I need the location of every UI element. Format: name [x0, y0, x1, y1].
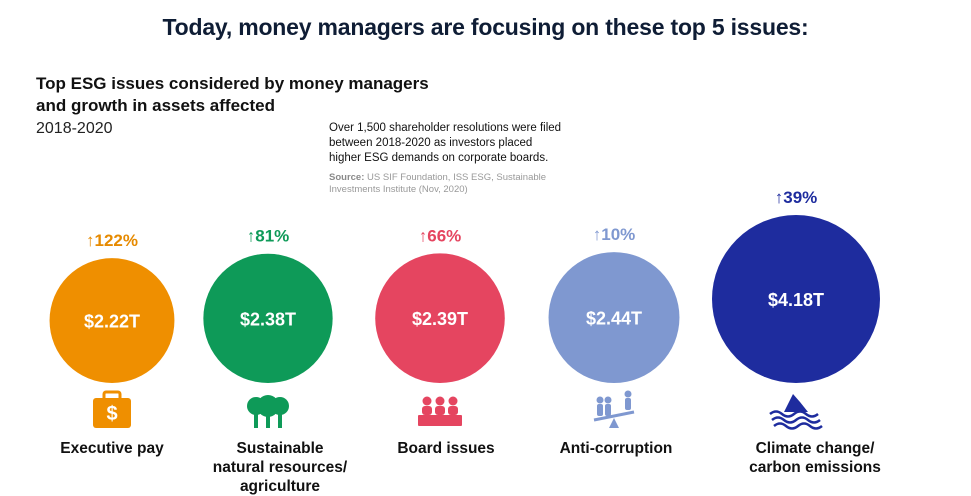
- dollar-glyph: $: [106, 403, 117, 425]
- bubble-anti-corruption: [548, 252, 680, 383]
- bubble-sustainable-natural-resources-agriculture: [203, 253, 333, 383]
- category-label-line: Anti-corruption: [559, 440, 673, 457]
- growth-label-executive-pay: ↑122%: [86, 231, 138, 250]
- person-head: [596, 396, 604, 404]
- wave-line: [773, 422, 823, 430]
- period-label: 2018-2020: [36, 120, 113, 137]
- value-label-executive-pay: $2.22T: [84, 312, 140, 332]
- category-label-sustainable-resources: Sustainable natural resources/ agricultu…: [180, 439, 380, 496]
- subtitle-line-2: and growth in assets affected: [36, 96, 275, 115]
- chart-subtitle: Top ESG issues considered by money manag…: [36, 73, 476, 117]
- category-label-line: natural resources/: [212, 459, 348, 476]
- board-members-icon: [418, 396, 462, 426]
- category-label-board-issues: Board issues: [346, 439, 546, 458]
- member-body: [448, 406, 458, 415]
- bubble-executive-pay: [49, 258, 175, 383]
- category-label-executive-pay: Executive pay: [12, 439, 212, 458]
- iceberg-waves-icon: [769, 394, 823, 430]
- bubble-board-issues: [375, 253, 505, 383]
- person-body: [625, 398, 631, 410]
- category-label-line: Climate change/: [755, 440, 875, 457]
- iceberg-peak: [784, 394, 808, 412]
- category-label-line: Sustainable: [236, 440, 324, 457]
- member-head: [435, 396, 445, 406]
- member-body: [435, 406, 445, 415]
- trees-icon: [247, 395, 289, 428]
- scale-pivot: [609, 418, 619, 428]
- growth-label-sustainable-natural-resources-agriculture: ↑81%: [247, 227, 290, 246]
- value-label-anti-corruption: $2.44T: [586, 309, 642, 329]
- briefcase-dollar-icon: $: [93, 390, 131, 428]
- category-label-line: agriculture: [239, 478, 321, 495]
- growth-label-board-issues: ↑66%: [419, 226, 462, 245]
- bubble-climate-change-carbon-emissions: [712, 215, 880, 383]
- tree-trunk: [254, 414, 258, 428]
- source-text: US SIF Foundation, ISS ESG, Sustainable …: [329, 172, 547, 195]
- wave-line: [769, 410, 819, 418]
- category-label-line: carbon emissions: [749, 459, 881, 476]
- subtitle-line-1: Top ESG issues considered by money manag…: [36, 74, 429, 93]
- category-label-anti-corruption: Anti-corruption: [516, 439, 716, 458]
- note-line-3: higher ESG demands on corporate boards.: [329, 152, 549, 164]
- note-line-2: between 2018-2020 as investors placed: [329, 137, 533, 149]
- value-label-sustainable-natural-resources-agriculture: $2.38T: [240, 309, 296, 329]
- tree-trunk: [266, 414, 270, 428]
- page-title: Today, money managers are focusing on th…: [162, 14, 809, 40]
- member-head: [422, 396, 432, 406]
- tree-trunk: [278, 414, 282, 428]
- annotation-note: Over 1,500 shareholder resolutions were …: [329, 121, 589, 166]
- category-label-line: Executive pay: [60, 440, 164, 457]
- value-label-board-issues: $2.39T: [412, 309, 468, 329]
- member-body: [422, 406, 432, 415]
- person-head: [624, 390, 632, 398]
- value-label-climate-change-carbon-emissions: $4.18T: [768, 290, 824, 310]
- board-table: [418, 415, 462, 426]
- tree-canopy: [271, 397, 289, 415]
- person-head: [604, 396, 612, 404]
- source-note: Source: US SIF Foundation, ISS ESG, Sust…: [329, 172, 569, 196]
- wave-line: [771, 416, 821, 424]
- growth-label-climate-change-carbon-emissions: ↑39%: [775, 188, 818, 207]
- source-label: Source:: [329, 172, 365, 183]
- scales-people-icon: [593, 390, 635, 428]
- growth-label-anti-corruption: ↑10%: [593, 225, 636, 244]
- scale-beam: [593, 410, 635, 422]
- category-label-climate-change: Climate change/ carbon emissions: [715, 439, 915, 477]
- person-body: [597, 404, 603, 416]
- category-label-line: Board issues: [397, 440, 495, 457]
- person-body: [605, 404, 611, 416]
- briefcase-body: [93, 398, 131, 428]
- member-head: [448, 396, 458, 406]
- note-line-1: Over 1,500 shareholder resolutions were …: [329, 122, 562, 134]
